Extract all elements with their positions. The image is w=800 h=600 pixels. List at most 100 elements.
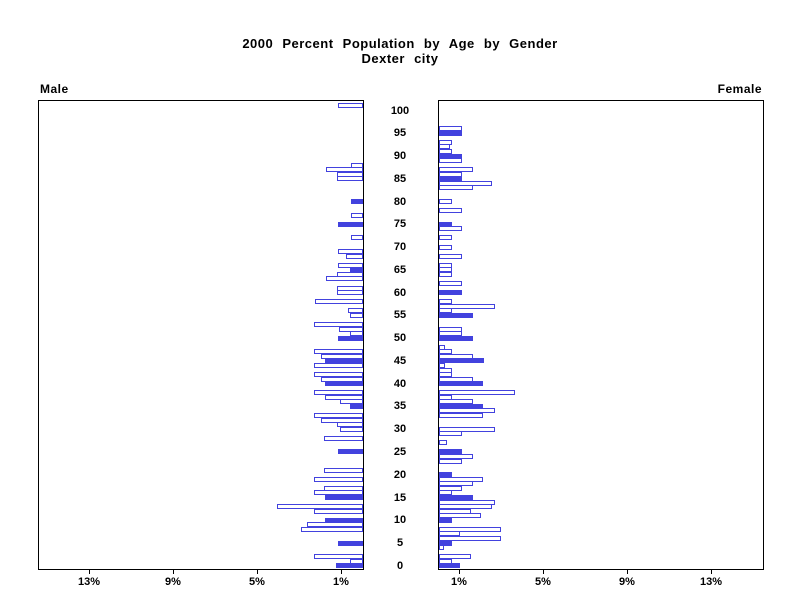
female-bar-age-68 [439,254,462,259]
female-bar-age-70 [439,245,452,250]
male-bar-age-1 [350,559,363,564]
female-bar-age-25 [439,449,462,454]
female-bar-age-86 [439,172,462,177]
female-bar-age-14 [439,500,495,505]
male-bar-age-86 [337,172,363,177]
age-tick-label-40: 40 [393,378,407,390]
age-tick-label-80: 80 [393,196,407,208]
age-tick-label-90: 90 [393,150,407,162]
female-panel-label: Female [717,82,762,96]
chart-title: 2000 Percent Population by Age by Gender [242,36,558,51]
male-bar-age-69 [338,249,363,254]
male-pct-tick-label-5: 5% [249,576,265,588]
male-bar-age-47 [314,349,363,354]
age-tick-label-25: 25 [393,446,407,458]
male-bar-age-75 [338,222,363,227]
female-bar-age-20 [439,472,452,477]
female-bar-age-75 [439,222,452,227]
male-bar-age-37 [325,395,363,400]
male-bar-age-52 [339,327,363,332]
male-bar-age-21 [324,468,363,473]
female-bar-age-17 [439,486,462,491]
female-bar-age-48 [439,345,445,350]
female-bar-age-8 [439,527,501,532]
male-bar-age-101 [338,103,363,108]
female-bar-age-19 [439,477,483,482]
female-bar-age-84 [439,181,492,186]
male-bar-age-33 [314,413,363,418]
female-bar-age-64 [439,272,452,277]
male-bar-age-87 [326,167,363,172]
male-pct-tick-label-13: 13% [77,576,101,588]
female-pct-tick-9 [627,570,628,574]
female-pct-tick-5 [543,570,544,574]
male-pct-tick-label-1: 1% [333,576,349,588]
female-bar-age-72 [439,235,452,240]
male-pct-tick-5 [257,570,258,574]
male-bar-age-41 [321,377,363,382]
male-bar-age-53 [314,322,363,327]
male-pct-tick-9 [173,570,174,574]
male-bar-age-30 [340,427,363,432]
male-bar-age-88 [351,163,363,168]
female-bar-age-5 [439,541,452,546]
female-bar-age-50 [439,336,473,341]
female-bar-age-41 [439,377,473,382]
male-bar-age-56 [348,308,363,313]
female-bar-age-58 [439,299,452,304]
age-tick-label-10: 10 [393,514,407,526]
female-bar-age-91 [439,149,452,154]
male-bar-age-5 [338,541,363,546]
male-bar-age-72 [351,235,363,240]
female-pct-tick-label-5: 5% [535,576,551,588]
chart-title-block: 2000 Percent Population by Age by Gender… [0,36,800,66]
age-tick-label-5: 5 [396,537,404,549]
chart-subtitle: Dexter city [361,51,439,66]
age-tick-label-65: 65 [393,264,407,276]
female-bar-age-66 [439,263,452,268]
female-bar-age-43 [439,368,452,373]
female-bar-age-15 [439,495,473,500]
male-bar-age-25 [338,449,363,454]
female-bar-age-12 [439,509,471,514]
age-tick-label-75: 75 [393,218,407,230]
male-bar-age-32 [321,418,363,423]
female-pct-tick-1 [459,570,460,574]
male-pct-tick-1 [341,570,342,574]
age-tick-label-95: 95 [393,127,407,139]
male-bar-age-10 [325,518,363,523]
male-bar-age-64 [337,272,363,277]
female-bar-age-35 [439,404,483,409]
male-bars-panel [38,100,364,570]
female-bar-age-6 [439,536,501,541]
female-bar-age-38 [439,390,515,395]
male-bar-age-61 [337,286,363,291]
male-bar-age-68 [346,254,363,259]
female-bar-age-95 [439,131,462,136]
female-bar-age-62 [439,281,462,286]
age-tick-label-35: 35 [393,400,407,412]
male-panel-label: Male [40,82,69,96]
female-bar-age-10 [439,518,452,523]
male-bar-age-17 [324,486,363,491]
female-pct-tick-label-1: 1% [451,576,467,588]
female-bar-age-93 [439,140,452,145]
female-bar-age-44 [439,363,445,368]
female-bar-age-90 [439,154,462,159]
age-tick-label-60: 60 [393,287,407,299]
female-bar-age-30 [439,427,495,432]
male-bar-age-80 [351,199,363,204]
female-bar-age-87 [439,167,473,172]
male-bar-age-8 [301,527,363,532]
female-bar-age-60 [439,290,462,295]
female-bar-age-37 [439,395,452,400]
female-pct-tick-label-13: 13% [699,576,723,588]
female-bars-panel [438,100,764,570]
age-tick-label-20: 20 [393,469,407,481]
male-bar-age-44 [314,363,363,368]
male-bar-age-42 [314,372,363,377]
female-pct-tick-label-9: 9% [619,576,635,588]
male-bar-age-55 [350,313,363,318]
male-bar-age-50 [338,336,363,341]
